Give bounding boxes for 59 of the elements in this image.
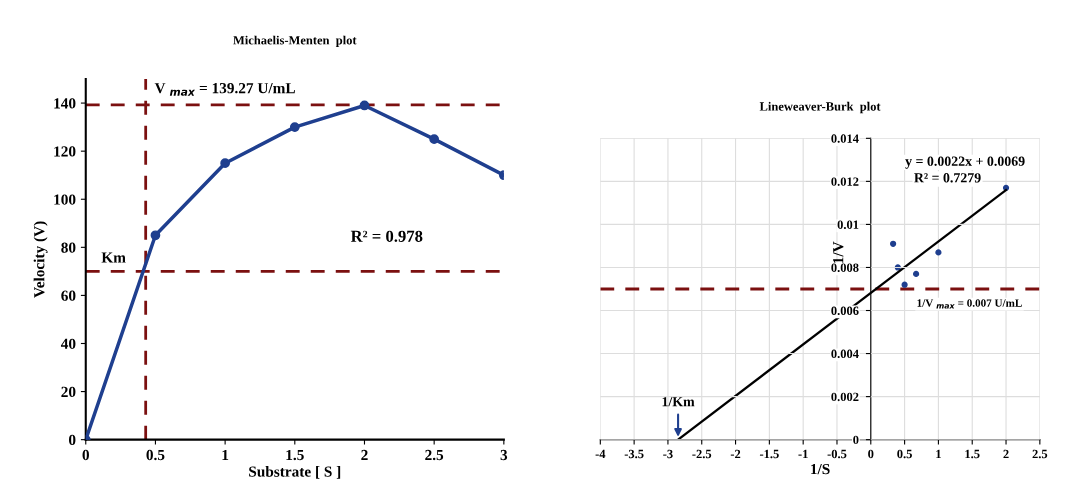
y-tick-label: 0.002 bbox=[831, 392, 859, 402]
point bbox=[890, 240, 897, 247]
annotation: V $_{max}$ = 139.27 U/mL bbox=[154, 83, 295, 96]
y-tick-label: 80 bbox=[61, 242, 76, 253]
y-tick-label: 0.008 bbox=[831, 263, 859, 272]
annotation: 1/V $_{max}$ = 0.007 U/mL bbox=[917, 299, 1022, 309]
x-tick-label: 1.5 bbox=[286, 449, 304, 461]
y-tick-label: 120 bbox=[54, 146, 76, 157]
point bbox=[429, 134, 440, 145]
y-tick-label: 0 bbox=[853, 435, 859, 445]
y-tick-label: 60 bbox=[61, 290, 76, 301]
x-tick-label: 1 bbox=[936, 449, 941, 459]
y-tick-label: 0.004 bbox=[831, 349, 859, 359]
x-tick-label: -3.5 bbox=[624, 449, 644, 459]
annotation: R² = 0.7279 bbox=[914, 173, 981, 183]
x-tick-label: 1 bbox=[222, 449, 229, 460]
x-tick-label: 0 bbox=[82, 449, 89, 461]
annotation: 1/Km bbox=[662, 396, 695, 407]
y-tick-label: 0.014 bbox=[831, 134, 859, 143]
y-tick-label: 20 bbox=[61, 386, 76, 398]
x-tick-label: 0.5 bbox=[146, 449, 165, 461]
x-tick-label: 2 bbox=[361, 449, 368, 460]
y-tick-label: 140 bbox=[54, 98, 76, 109]
x-tick-label: -4 bbox=[595, 449, 606, 459]
y-tick-label: 40 bbox=[60, 338, 76, 349]
point bbox=[359, 100, 370, 111]
x-tick-label: -1 bbox=[798, 449, 808, 459]
x-tick-label: -2.5 bbox=[692, 449, 712, 459]
x-tick-label: -3 bbox=[663, 449, 673, 459]
x-tick-label: 2 bbox=[1003, 449, 1009, 459]
x-tick-label: 3 bbox=[500, 449, 508, 461]
y-axis-title: Velocity (V) bbox=[33, 221, 48, 298]
point bbox=[150, 230, 161, 241]
annotation: y = 0.0022x + 0.0069 bbox=[905, 156, 1025, 169]
x-axis-title: 1/S bbox=[811, 463, 830, 475]
x-tick-label: 1.5 bbox=[965, 449, 980, 459]
point bbox=[901, 281, 908, 288]
chart-title: Lineweaver-Burk plot bbox=[759, 101, 881, 114]
x-tick-label: -1.5 bbox=[759, 449, 779, 459]
x-tick-label: 0.5 bbox=[897, 449, 912, 459]
x-tick-label: 2.5 bbox=[1032, 449, 1048, 459]
point bbox=[912, 270, 920, 278]
y-tick-label: 0.006 bbox=[831, 306, 859, 316]
y-tick-label: 100 bbox=[54, 194, 76, 205]
y-tick-label: 0.01 bbox=[837, 220, 859, 229]
point bbox=[220, 158, 230, 169]
x-tick-label: -0.5 bbox=[827, 449, 847, 459]
x-tick-label: 0 bbox=[868, 449, 874, 459]
chart-title: Michaelis-Menten plot bbox=[233, 35, 357, 47]
x-tick-label: 2.5 bbox=[425, 449, 444, 461]
y-tick-label: 0 bbox=[68, 434, 76, 446]
point bbox=[289, 122, 300, 132]
x-axis-title: Substrate [ S ] bbox=[249, 466, 341, 479]
annotation: Km bbox=[101, 252, 126, 263]
y-tick-label: 0.012 bbox=[831, 177, 859, 186]
y-axis-title: 1/V bbox=[833, 241, 844, 264]
point bbox=[935, 249, 942, 256]
annotation: R² = 0.978 bbox=[350, 230, 423, 242]
x-tick-label: -2 bbox=[730, 449, 741, 459]
